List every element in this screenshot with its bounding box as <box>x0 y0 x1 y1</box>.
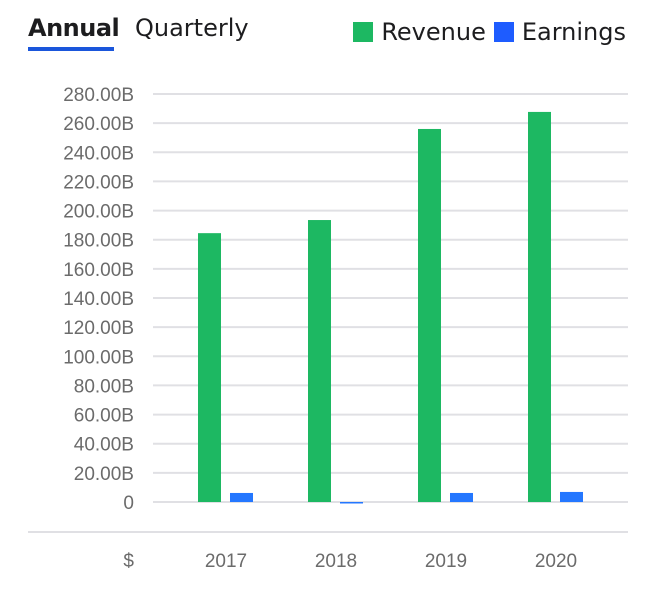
earnings-bar-2020[interactable] <box>560 491 583 502</box>
tab-quarterly[interactable]: Quarterly <box>135 14 249 42</box>
y-tick-label: 280.00B <box>63 85 134 106</box>
y-tick-label: 240.00B <box>63 143 134 164</box>
revenue-bar-2018[interactable] <box>308 220 331 503</box>
y-tick-label: 40.00B <box>74 435 134 456</box>
legend-item-earnings[interactable]: Earnings <box>493 18 626 46</box>
legend-label-earnings: Earnings <box>521 18 626 46</box>
y-tick-label: 100.00B <box>63 347 134 368</box>
bars <box>198 111 583 504</box>
tab-annual[interactable]: Annual <box>28 14 120 42</box>
y-tick-label: 80.00B <box>74 376 134 397</box>
currency-label: $ <box>123 551 134 572</box>
legend-item-revenue[interactable]: Revenue <box>353 18 486 46</box>
legend-label-revenue: Revenue <box>381 18 486 46</box>
x-tick-label: 2018 <box>315 551 357 572</box>
x-tick-label: 2017 <box>205 551 247 572</box>
y-tick-label: 120.00B <box>63 318 134 339</box>
y-tick-label: 0 <box>123 493 134 514</box>
y-tick-label: 60.00B <box>74 406 134 427</box>
active-tab-indicator <box>28 47 114 51</box>
y-tick-label: 220.00B <box>63 172 134 193</box>
revenue-bar-2020[interactable] <box>528 111 551 503</box>
y-tick-label: 20.00B <box>74 464 134 485</box>
earnings-bar-2018[interactable] <box>340 502 363 504</box>
y-tick-label: 180.00B <box>63 231 134 252</box>
chart-legend: Revenue Earnings <box>345 18 626 46</box>
revenue-swatch-icon <box>353 22 374 42</box>
y-tick-label: 260.00B <box>63 114 134 135</box>
y-tick-label: 160.00B <box>63 260 134 281</box>
earnings-swatch-icon <box>493 22 514 42</box>
revenue-bar-2017[interactable] <box>198 233 221 502</box>
gridlines <box>153 93 628 503</box>
x-tick-label: 2020 <box>535 551 577 572</box>
earnings-bar-2017[interactable] <box>230 492 253 502</box>
earnings-bar-2019[interactable] <box>450 492 473 502</box>
x-tick-label: 2019 <box>425 551 467 572</box>
x-axis-ticks: 2017 2018 2019 2020 <box>205 551 577 572</box>
revenue-bar-2019[interactable] <box>418 128 441 502</box>
y-axis-ticks: 280.00B 260.00B 240.00B 220.00B 200.00B 180.0… <box>63 85 134 514</box>
y-tick-label: 200.00B <box>63 202 134 223</box>
y-tick-label: 140.00B <box>63 289 134 310</box>
